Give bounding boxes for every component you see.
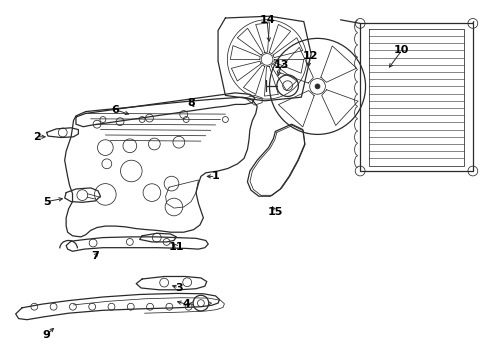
Text: 5: 5	[43, 197, 50, 207]
Text: 15: 15	[268, 207, 283, 217]
Text: 7: 7	[92, 251, 99, 261]
Text: 1: 1	[212, 171, 220, 181]
Text: 9: 9	[43, 330, 50, 340]
Text: 4: 4	[182, 299, 190, 309]
Circle shape	[315, 84, 320, 89]
Text: 2: 2	[33, 132, 41, 142]
Text: 10: 10	[394, 45, 410, 55]
Text: 8: 8	[187, 98, 195, 108]
Text: 14: 14	[259, 15, 275, 25]
Text: 3: 3	[175, 283, 183, 293]
Text: 6: 6	[111, 105, 119, 115]
Text: 12: 12	[302, 51, 318, 61]
Text: 11: 11	[169, 242, 184, 252]
Text: 13: 13	[274, 60, 290, 70]
